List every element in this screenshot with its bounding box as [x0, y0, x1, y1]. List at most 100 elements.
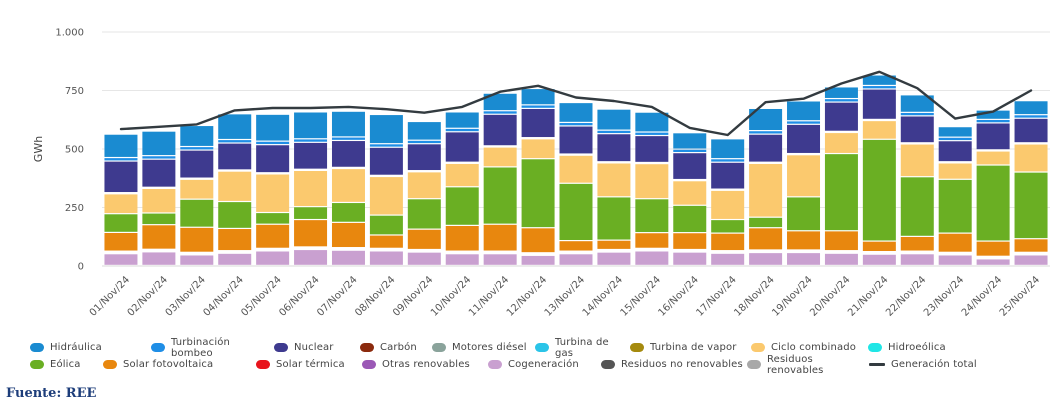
- legend-label: Cogeneración: [508, 359, 579, 370]
- bar-segment: [976, 259, 1010, 265]
- bar-stack: [749, 108, 783, 265]
- bar-stack: [180, 126, 214, 265]
- x-axis-ticks: 01/Nov/2402/Nov/2403/Nov/2404/Nov/2405/N…: [88, 274, 1042, 318]
- bar-segment: [711, 190, 745, 219]
- bar-segment: [673, 181, 707, 205]
- legend-item[interactable]: Residuos no renovables: [601, 356, 747, 373]
- bar-stack: [218, 114, 252, 265]
- bar-segment: [445, 112, 479, 128]
- bar-segment: [256, 141, 290, 145]
- legend-item[interactable]: Hidroeólica: [868, 339, 958, 356]
- total-line-layer: [119, 70, 1033, 137]
- legend-label: Nuclear: [294, 342, 334, 353]
- bars: [104, 75, 1048, 265]
- legend-swatch: [751, 343, 765, 352]
- legend-label: Residuos no renovables: [621, 359, 743, 370]
- bar-segment: [256, 251, 290, 265]
- y-tick-label: 1.000: [55, 28, 84, 39]
- bar-segment: [407, 229, 441, 249]
- bar-segment: [976, 123, 1010, 150]
- bar-segment: [331, 111, 365, 137]
- legend-item[interactable]: Ciclo combinado: [751, 339, 868, 356]
- legend-label: Turbinación bombeo: [171, 336, 231, 359]
- legend-item[interactable]: Generación total: [869, 356, 979, 373]
- bar-segment: [900, 116, 934, 143]
- bar-stack: [445, 112, 479, 265]
- legend-swatch: [362, 360, 376, 369]
- bar-segment: [369, 115, 403, 144]
- bar-segment: [673, 252, 707, 265]
- bar-stack: [104, 134, 138, 265]
- legend-swatch: [256, 360, 270, 369]
- bar-segment: [521, 159, 555, 228]
- bar-segment: [1014, 239, 1048, 252]
- bar-segment: [104, 158, 138, 161]
- legend-label: Eólica: [50, 359, 81, 370]
- bar-stack: [673, 133, 707, 265]
- legend-item[interactable]: Eólica: [30, 356, 103, 373]
- bar-segment: [711, 139, 745, 159]
- legend-row: Hidráulica Turbinación bombeo Nuclear Carbó…: [30, 336, 1040, 359]
- bar-segment: [483, 167, 517, 224]
- bar-segment: [445, 128, 479, 132]
- bar-segment: [862, 241, 896, 251]
- x-tick-label: 25/Nov/24: [998, 274, 1042, 318]
- bar-segment: [976, 110, 1010, 119]
- bar-segment: [673, 205, 707, 233]
- legend-item[interactable]: Carbón: [360, 339, 432, 356]
- legend-item[interactable]: Motores diésel: [432, 339, 535, 356]
- bar-segment: [900, 112, 934, 116]
- bar-segment: [1014, 101, 1048, 115]
- bar-stack: [787, 101, 821, 265]
- legend-item[interactable]: Nuclear: [274, 339, 360, 356]
- bar-segment: [407, 199, 441, 229]
- bar-segment: [294, 250, 328, 265]
- bar-segment: [104, 214, 138, 232]
- bar-segment: [256, 114, 290, 141]
- bar-stack: [597, 109, 631, 265]
- legend-swatch: [103, 360, 117, 369]
- bar-segment: [749, 253, 783, 265]
- bar-segment: [407, 140, 441, 144]
- bar-segment: [749, 217, 783, 228]
- legend-label: Ciclo combinado: [771, 342, 856, 353]
- legend-item[interactable]: Solar térmica: [256, 356, 362, 373]
- bar-segment: [824, 102, 858, 131]
- bar-segment: [749, 131, 783, 134]
- bar-segment: [331, 250, 365, 265]
- legend-swatch: [30, 360, 44, 369]
- legend-swatch: [747, 360, 761, 369]
- legend-item[interactable]: Turbina de vapor: [630, 339, 751, 356]
- bar-stack: [483, 93, 517, 265]
- legend-item[interactable]: Solar fotovoltaica: [103, 356, 256, 373]
- bar-segment: [597, 130, 631, 134]
- bar-segment: [559, 126, 593, 154]
- bar-segment: [104, 194, 138, 214]
- legend-label: Generación total: [891, 359, 977, 370]
- bar-segment: [331, 203, 365, 222]
- legend-item[interactable]: Turbina de gas: [535, 336, 630, 359]
- bar-segment: [900, 177, 934, 236]
- bar-segment: [976, 165, 1010, 241]
- bar-stack: [824, 87, 858, 265]
- bar-segment: [369, 144, 403, 147]
- bar-segment: [331, 141, 365, 167]
- legend-item[interactable]: Turbinación bombeo: [151, 336, 274, 359]
- bar-segment: [559, 123, 593, 126]
- bar-segment: [407, 122, 441, 140]
- bar-stack: [369, 115, 403, 265]
- legend-item[interactable]: Cogeneración: [488, 356, 601, 373]
- bar-segment: [483, 111, 517, 114]
- legend-item[interactable]: Hidráulica: [30, 339, 151, 356]
- bar-segment: [407, 172, 441, 199]
- legend-item[interactable]: Residuos renovables: [747, 354, 869, 376]
- bar-segment: [559, 155, 593, 183]
- bar-segment: [483, 224, 517, 251]
- legend-item[interactable]: Otras renovables: [362, 356, 488, 373]
- legend-label: Turbina de gas: [555, 336, 609, 359]
- bar-segment: [824, 133, 858, 153]
- bar-segment: [294, 220, 328, 247]
- bar-segment: [521, 108, 555, 138]
- legend-swatch: [630, 343, 644, 352]
- bar-segment: [445, 254, 479, 265]
